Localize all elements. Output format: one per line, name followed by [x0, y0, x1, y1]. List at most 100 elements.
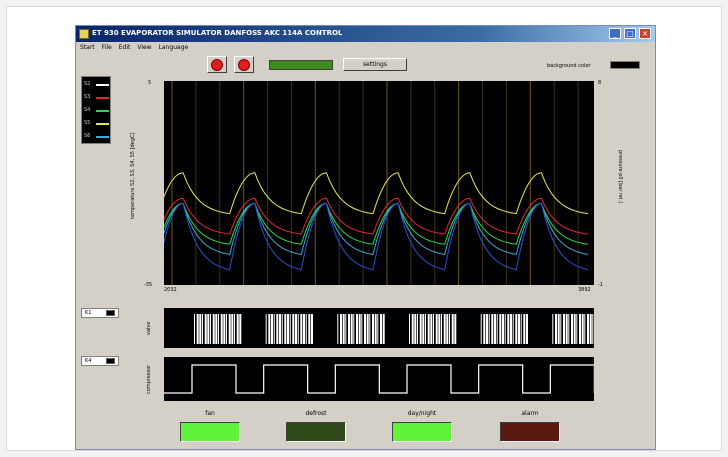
series-line-3 [161, 202, 589, 245]
valve-pulse [443, 314, 446, 344]
compressor-axis-label: compressor [146, 364, 152, 394]
valve-pulse [438, 314, 441, 344]
valve-pulse [345, 314, 347, 344]
background-color-swatch[interactable] [610, 61, 640, 69]
stop-button-1[interactable] [207, 56, 227, 73]
valve-pulse [220, 314, 223, 344]
valve-pulse [372, 314, 374, 344]
valve-pulse [419, 314, 422, 344]
valve-pulse [557, 314, 560, 344]
compressor-row-tag[interactable]: K4 [81, 356, 119, 366]
legend-swatch [96, 97, 109, 99]
valve-pulse [348, 314, 350, 344]
valve-pulse [510, 314, 512, 344]
valve-pulse [565, 314, 568, 344]
daynight-label: day/night [407, 410, 437, 417]
temperature-plot[interactable] [161, 81, 594, 285]
valve-pulse [446, 314, 449, 344]
temperature-plot-svg [161, 81, 589, 285]
valve-pulse [358, 314, 361, 344]
valve-pulse [350, 314, 353, 344]
valve-pulse [218, 314, 219, 344]
menu-bar: Start File Edit View Language [76, 42, 655, 53]
valve-pulse [361, 314, 363, 344]
menu-edit[interactable]: Edit [118, 44, 131, 51]
valve-pulse [451, 314, 454, 344]
settings-button[interactable]: settings [343, 58, 407, 71]
menu-file[interactable]: File [101, 44, 112, 51]
legend-label: S6 [84, 133, 91, 139]
legend-label: S5 [84, 120, 91, 126]
valve-pulse [435, 314, 438, 344]
app-icon [79, 29, 89, 39]
valve-pulse [210, 314, 211, 344]
valve-pulse [502, 314, 504, 344]
valve-pulse [568, 314, 570, 344]
compressor-plot[interactable] [164, 357, 595, 401]
valve-pulse [340, 314, 342, 344]
valve-pulse [579, 314, 581, 344]
menu-start[interactable]: Start [80, 44, 95, 51]
valve-pulse [382, 314, 385, 344]
valve-pulse [284, 314, 287, 344]
valve-pulse [305, 314, 307, 344]
valve-plot[interactable] [164, 308, 600, 348]
valve-pulse [526, 314, 528, 344]
series-line-2 [161, 197, 589, 235]
valve-pulse [483, 314, 486, 344]
valve-pulse [480, 314, 482, 344]
valve-pulse [289, 314, 291, 344]
y-axis-label-left: temperature S2, S3, S4, S5 [degC] [130, 132, 136, 220]
menu-language[interactable]: Language [158, 44, 189, 51]
defrost-label: defrost [305, 410, 327, 417]
series-line-4 [161, 202, 589, 255]
minimize-button[interactable]: _ [609, 28, 621, 39]
valve-row-tag[interactable]: K1 [81, 308, 119, 318]
valve-pulse [300, 314, 303, 344]
legend-item-s3: S3 [82, 92, 112, 103]
menu-view[interactable]: View [137, 44, 152, 51]
valve-pulse [576, 314, 578, 344]
valve-pulse [433, 314, 434, 344]
valve-pulse [297, 314, 299, 344]
defrost-indicator [286, 422, 346, 442]
valve-pulse [276, 314, 279, 344]
valve-pulse [380, 314, 382, 344]
valve-pulse [311, 314, 313, 344]
valve-pulse [287, 314, 289, 344]
maximize-button[interactable]: □ [624, 28, 636, 39]
stop-button-2[interactable] [234, 56, 254, 73]
close-button[interactable]: × [639, 28, 651, 39]
valve-pulse [295, 314, 297, 344]
toolbar: settings background color [76, 53, 655, 76]
legend-item-s6: S6 [82, 131, 112, 142]
alarm-indicator [500, 422, 560, 442]
valve-pulse [427, 314, 430, 344]
valve-pulse [560, 314, 562, 344]
valve-pulse [414, 314, 417, 344]
legend-swatch [96, 123, 109, 125]
daynight-indicator [392, 422, 452, 442]
valve-pulse [411, 314, 414, 344]
valve-pulse [273, 314, 275, 344]
progress-bar [269, 60, 333, 70]
valve-pulse [353, 314, 355, 344]
valve-pulse [504, 314, 506, 344]
valve-pulse [592, 314, 594, 344]
title-bar: ET 930 EVAPORATOR SIMULATOR DANFOSS AKC … [76, 26, 655, 42]
valve-pulse [523, 314, 526, 344]
series-line-1 [161, 172, 589, 215]
valve-pulse [231, 314, 234, 344]
plot-legend[interactable]: S2 S3 S4 S5 S6 [81, 76, 111, 144]
compressor-signal [164, 364, 595, 394]
temperature-chart-panel: temperature S2, S3, S4, S5 [degC] 5 -35 … [126, 76, 631, 293]
window-title: ET 930 EVAPORATOR SIMULATOR DANFOSS AKC … [92, 29, 343, 37]
valve-pulse [441, 314, 442, 344]
valve-pulse [212, 314, 215, 344]
valve-pulse [449, 314, 450, 344]
valve-pulse [552, 314, 554, 344]
valve-pulse [496, 314, 498, 344]
valve-plot-svg [194, 314, 600, 344]
valve-pulse [366, 314, 369, 344]
valve-pulse [226, 314, 227, 344]
